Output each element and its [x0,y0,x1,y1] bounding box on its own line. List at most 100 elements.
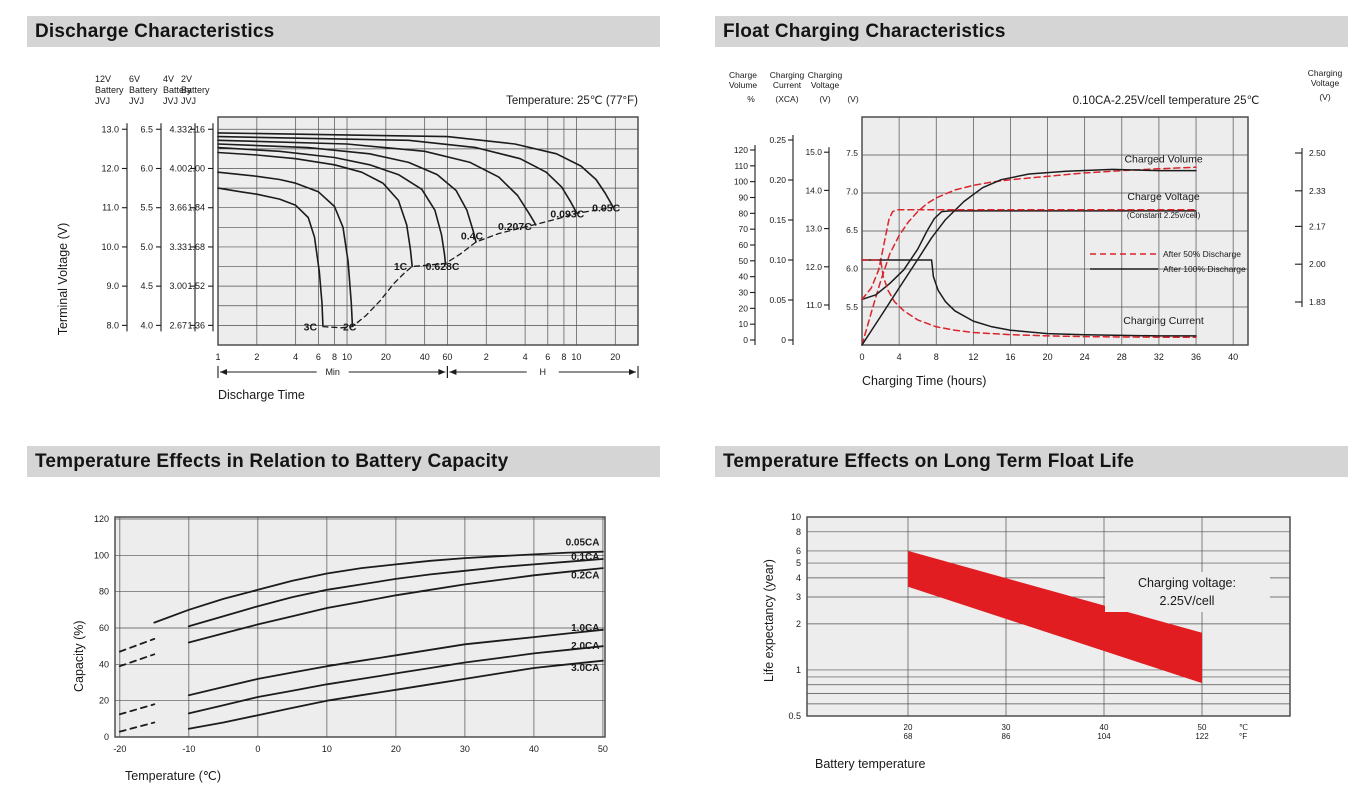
svg-text:0.10: 0.10 [769,255,786,265]
svg-text:28: 28 [1117,352,1127,362]
svg-text:6.0: 6.0 [846,264,858,274]
svg-text:4.5: 4.5 [140,281,153,291]
svg-text:1.84: 1.84 [187,203,205,213]
svg-text:50: 50 [598,744,608,754]
float-curves [861,166,1197,346]
float-grid [861,117,1248,345]
capacity-x-title: Temperature (℃) [125,769,221,783]
svg-text:60: 60 [99,623,109,633]
svg-text:Terminal Voltage (V): Terminal Voltage (V) [56,223,70,336]
svg-text:0.628C: 0.628C [426,261,460,273]
svg-text:0: 0 [859,352,864,362]
float-x-title: Charging Time (hours) [862,374,986,388]
svg-text:0.20: 0.20 [769,175,786,185]
discharge-section-header: Discharge Characteristics [27,16,660,47]
svg-text:Battery: Battery [95,85,124,95]
capacity-y-title: Capacity (%) [72,620,86,692]
svg-text:5.5: 5.5 [140,203,153,213]
svg-text:0.25: 0.25 [769,135,786,145]
svg-text:Charging Current: Charging Current [1123,315,1204,327]
svg-text:80: 80 [739,208,749,218]
svg-text:16: 16 [1005,352,1015,362]
svg-text:20: 20 [739,303,749,313]
svg-text:(XCA): (XCA) [775,94,798,104]
svg-text:0.1CA: 0.1CA [571,552,599,563]
svg-text:2: 2 [254,352,259,362]
svg-text:5: 5 [796,558,801,568]
svg-text:Min: Min [325,367,340,377]
svg-text:2C: 2C [343,321,357,333]
svg-text:Battery: Battery [129,85,158,95]
svg-text:12V: 12V [95,74,111,84]
svg-text:90: 90 [739,193,749,203]
svg-text:3.0CA: 3.0CA [571,663,599,674]
svg-text:0.05: 0.05 [769,295,786,305]
svg-text:10: 10 [342,352,352,362]
svg-text:After 50% Discharge: After 50% Discharge [1163,249,1241,259]
svg-text:30: 30 [460,744,470,754]
svg-text:2.67: 2.67 [169,320,187,330]
svg-text:2V: 2V [181,74,192,84]
svg-text:120: 120 [94,514,109,524]
temp-capacity-section-header: Temperature Effects in Relation to Batte… [27,446,660,477]
svg-text:0: 0 [104,732,109,742]
svg-text:0.093C: 0.093C [550,209,584,221]
svg-text:Charging: Charging [808,70,843,80]
float-left-axes: 0 10 20 30 40 50 60 70 80 90 100 110 120 ChargeVolume… [729,70,859,345]
svg-text:0: 0 [781,335,786,345]
svg-text:40: 40 [1100,723,1109,732]
float-annotation: 0.10CA-2.25V/cell temperature 25℃ [1073,95,1260,107]
voltage-scales: 13.012.011.010.09.08.012VBatteryJVJ6.56.… [95,74,214,332]
svg-text:6.0: 6.0 [140,163,153,173]
svg-text:1.52: 1.52 [187,281,205,291]
svg-text:3.00: 3.00 [169,281,187,291]
svg-text:0.5: 0.5 [788,711,801,721]
svg-text:3C: 3C [304,321,318,333]
svg-text:40: 40 [99,659,109,669]
svg-text:10: 10 [791,512,801,522]
svg-text:3.66: 3.66 [169,203,187,213]
svg-text:86: 86 [1002,732,1011,741]
svg-text:JVJ: JVJ [95,96,110,106]
svg-text:110: 110 [734,161,748,171]
svg-text:2: 2 [796,619,801,629]
svg-text:Charging: Charging [770,70,805,80]
svg-text:60: 60 [442,352,452,362]
svg-text:Charging: Charging [1308,68,1343,78]
svg-text:Charging voltage:: Charging voltage: [1138,576,1236,590]
capacity-curve-labels: 0.05CA 0.1CA 0.2CA 1.0CA 2.0CA 3.0CA [566,538,600,674]
float-life-section-header: Temperature Effects on Long Term Float L… [715,446,1348,477]
svg-text:20: 20 [904,723,913,732]
svg-text:1.0CA: 1.0CA [571,623,599,634]
svg-text:Life expectancy (year): Life expectancy (year) [762,559,776,682]
svg-text:5.0: 5.0 [140,242,153,252]
svg-text:%: % [747,94,755,104]
svg-text:JVJ: JVJ [181,96,196,106]
svg-text:3.33: 3.33 [169,242,187,252]
svg-text:13.0: 13.0 [101,124,119,134]
svg-text:40: 40 [1228,352,1238,362]
svg-text:2.50: 2.50 [1309,148,1326,158]
float-charging-title: Float Charging Characteristics [723,20,1006,42]
svg-text:(Constant 2.25v/cell): (Constant 2.25v/cell) [1127,211,1201,220]
svg-text:10: 10 [571,352,581,362]
x-axis-title: Discharge Time [218,388,305,402]
float-charging-section-header: Float Charging Characteristics [715,16,1348,47]
svg-text:2.00: 2.00 [1309,259,1326,269]
svg-text:15.0: 15.0 [805,147,822,157]
svg-text:68: 68 [904,732,913,741]
svg-text:2.33: 2.33 [1309,186,1326,196]
svg-text:-20: -20 [113,744,126,754]
discharge-annotation: Temperature: 25℃ (77°F) [506,95,638,107]
svg-text:4: 4 [897,352,902,362]
svg-text:11.0: 11.0 [102,203,119,213]
svg-text:Voltage: Voltage [1311,78,1340,88]
svg-text:4: 4 [523,352,528,362]
svg-text:30: 30 [739,288,749,298]
svg-text:0.4C: 0.4C [461,231,484,243]
svg-text:-10: -10 [182,744,195,754]
svg-text:4V: 4V [163,74,174,84]
